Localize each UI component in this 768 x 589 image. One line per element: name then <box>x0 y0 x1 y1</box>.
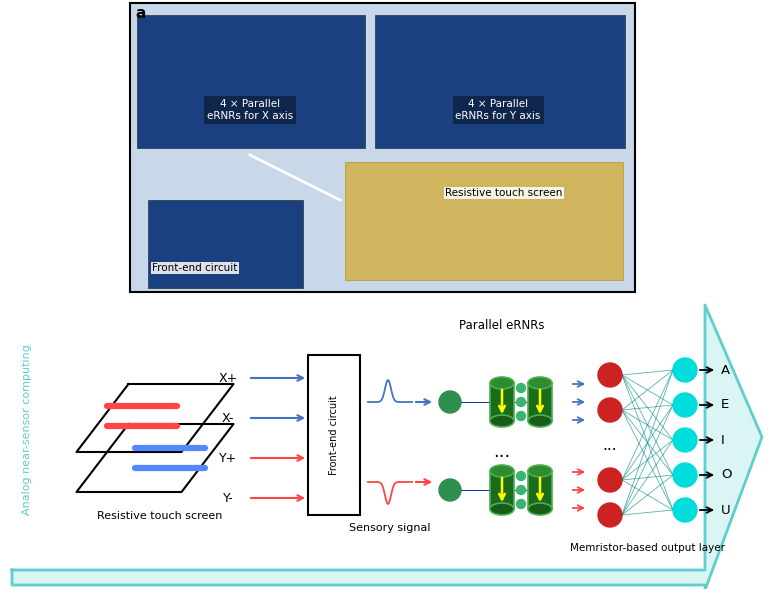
Ellipse shape <box>490 377 514 389</box>
Text: A: A <box>721 363 730 376</box>
Ellipse shape <box>490 415 514 427</box>
Text: I: I <box>721 434 725 446</box>
FancyBboxPatch shape <box>308 355 360 515</box>
Text: Resistive touch screen: Resistive touch screen <box>98 511 223 521</box>
Circle shape <box>517 472 525 481</box>
Text: Y-: Y- <box>223 491 233 505</box>
Ellipse shape <box>490 503 514 515</box>
Circle shape <box>673 358 697 382</box>
FancyBboxPatch shape <box>490 471 514 509</box>
Ellipse shape <box>528 465 552 477</box>
Circle shape <box>517 412 525 421</box>
FancyBboxPatch shape <box>148 200 303 288</box>
Text: O: O <box>721 468 731 481</box>
Ellipse shape <box>528 415 552 427</box>
Circle shape <box>673 498 697 522</box>
Text: Y+: Y+ <box>219 452 237 465</box>
Circle shape <box>598 503 622 527</box>
Text: Resistive touch screen: Resistive touch screen <box>445 188 562 198</box>
Circle shape <box>598 363 622 387</box>
FancyBboxPatch shape <box>528 383 552 421</box>
Text: U: U <box>721 504 730 517</box>
Circle shape <box>673 428 697 452</box>
FancyBboxPatch shape <box>490 383 514 421</box>
Ellipse shape <box>528 503 552 515</box>
Circle shape <box>439 479 461 501</box>
Text: Sensory signal: Sensory signal <box>349 523 431 533</box>
Text: 4 × Parallel
eRNRs for Y axis: 4 × Parallel eRNRs for Y axis <box>455 99 541 121</box>
FancyBboxPatch shape <box>345 162 623 280</box>
Circle shape <box>517 398 525 406</box>
Text: a: a <box>135 6 145 21</box>
Text: X+: X+ <box>218 372 237 385</box>
FancyBboxPatch shape <box>528 471 552 509</box>
Text: E: E <box>721 399 730 412</box>
Circle shape <box>439 391 461 413</box>
FancyBboxPatch shape <box>375 15 625 148</box>
Circle shape <box>517 499 525 508</box>
Circle shape <box>673 463 697 487</box>
FancyBboxPatch shape <box>137 15 365 148</box>
FancyBboxPatch shape <box>130 3 635 292</box>
Text: ...: ... <box>603 438 617 452</box>
Text: Front-end circuit: Front-end circuit <box>152 263 237 273</box>
Ellipse shape <box>490 465 514 477</box>
Circle shape <box>517 485 525 495</box>
Circle shape <box>517 383 525 392</box>
Circle shape <box>598 398 622 422</box>
Polygon shape <box>12 305 762 589</box>
Text: Front-end circuit: Front-end circuit <box>329 395 339 475</box>
Text: Memristor-based output layer: Memristor-based output layer <box>571 543 726 553</box>
Text: X-: X- <box>222 412 234 425</box>
Ellipse shape <box>528 377 552 389</box>
Circle shape <box>598 468 622 492</box>
Text: Analog near-sensor computing: Analog near-sensor computing <box>22 345 32 515</box>
Text: Parallel eRNRs: Parallel eRNRs <box>459 319 545 332</box>
Text: 4 × Parallel
eRNRs for X axis: 4 × Parallel eRNRs for X axis <box>207 99 293 121</box>
Text: ...: ... <box>493 443 511 461</box>
Circle shape <box>673 393 697 417</box>
